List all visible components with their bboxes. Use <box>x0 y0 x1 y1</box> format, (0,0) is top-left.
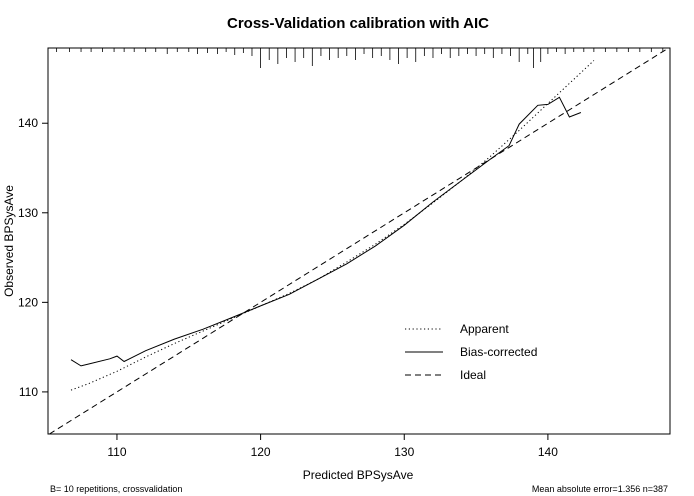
y-tick-label-120: 120 <box>18 295 38 309</box>
series-ideal <box>49 48 669 434</box>
y-tick-label-140: 140 <box>18 116 38 130</box>
y-axis-label: Observed BPSysAve <box>2 185 16 297</box>
axes: 110 120 130 140 110 120 130 140 <box>18 116 558 459</box>
y-tick-label-110: 110 <box>19 385 38 399</box>
series-bias-corrected <box>70 96 582 367</box>
x-axis-label: Predicted BPSysAve <box>303 468 414 482</box>
legend-label-apparent: Apparent <box>460 322 509 336</box>
y-tick-label-130: 130 <box>18 206 38 220</box>
chart-title: Cross-Validation calibration with AIC <box>227 15 489 32</box>
legend-label-ideal: Ideal <box>460 368 486 382</box>
legend-label-bias-corrected: Bias-corrected <box>460 345 537 359</box>
footnote-right: Mean absolute error=1.356 n=387 <box>532 484 668 494</box>
plot-frame <box>47 47 671 435</box>
series-layer <box>49 48 669 434</box>
x-tick-label-120: 120 <box>251 445 271 459</box>
legend: Apparent Bias-corrected Ideal <box>405 322 537 382</box>
x-tick-label-130: 130 <box>394 445 414 459</box>
footnote-left: B= 10 repetitions, crossvalidation <box>50 484 182 494</box>
x-tick-label-110: 110 <box>107 445 126 459</box>
series-apparent <box>70 60 595 391</box>
rug-ticks <box>56 48 664 68</box>
x-tick-label-140: 140 <box>538 445 558 459</box>
